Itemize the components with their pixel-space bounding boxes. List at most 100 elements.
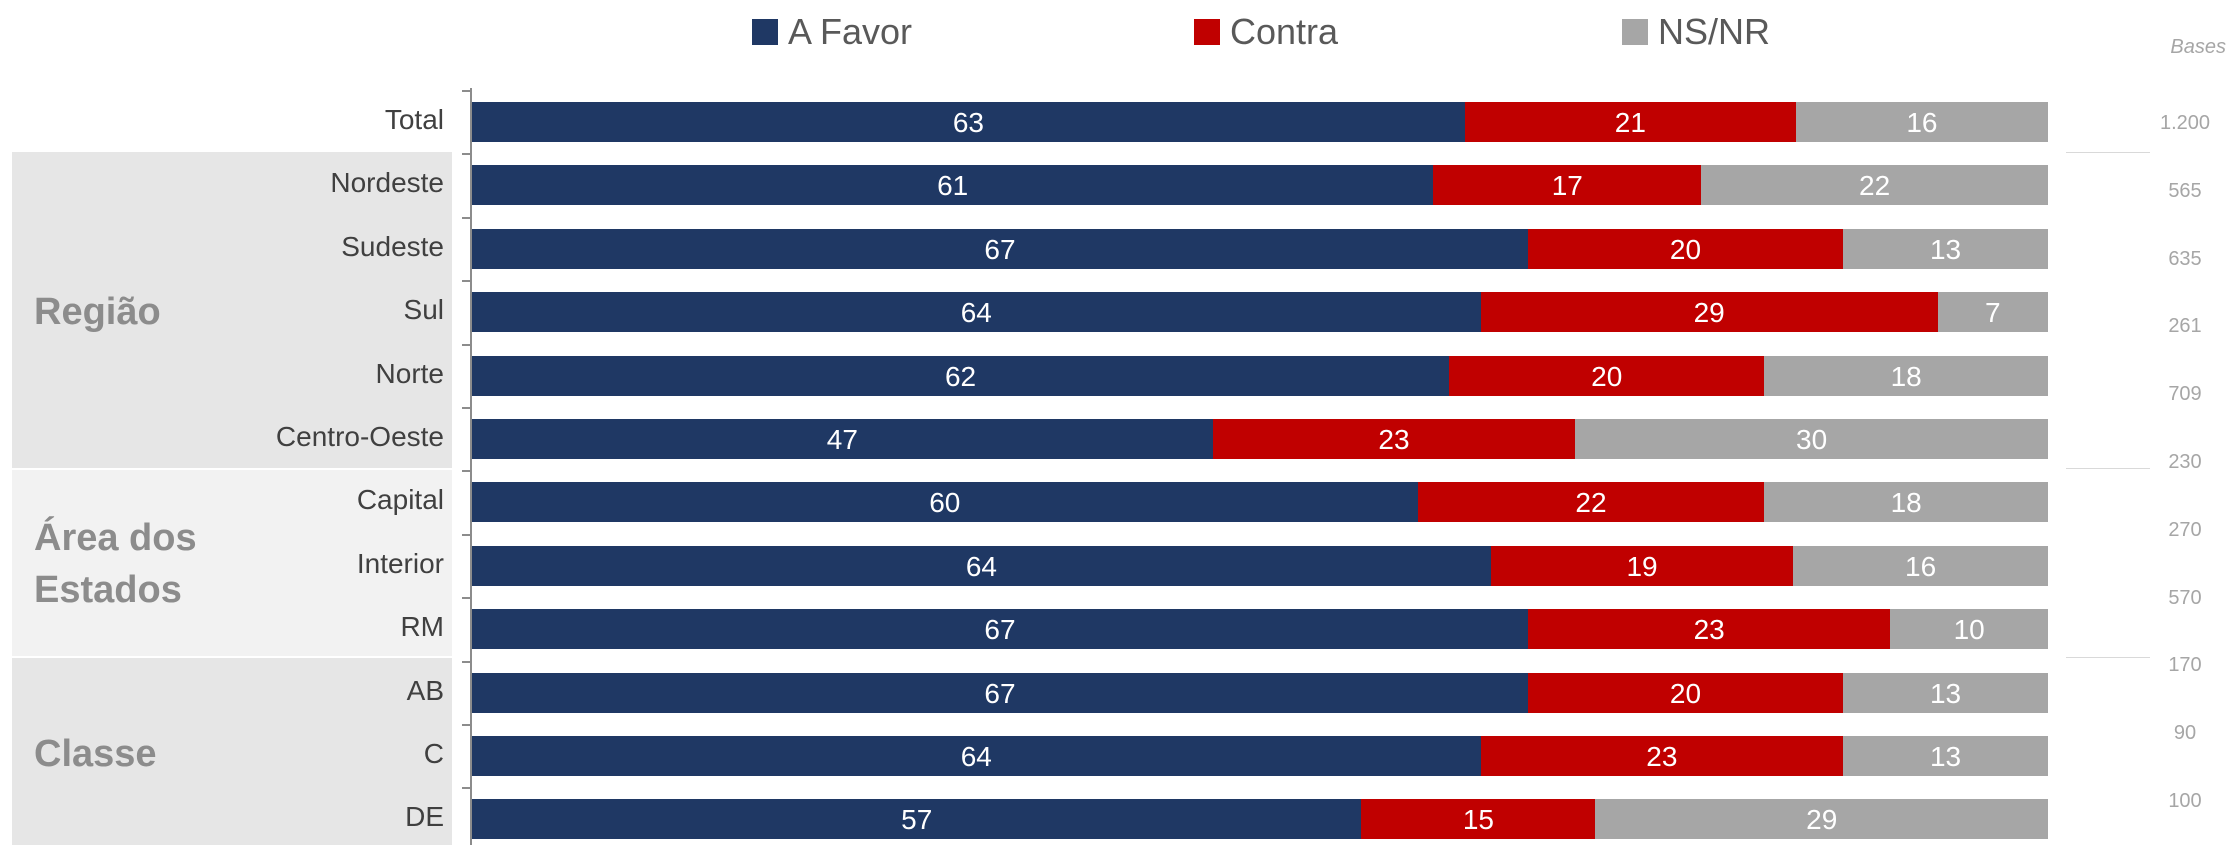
data-label: 19 [1626,550,1658,582]
data-label: 21 [1614,107,1646,138]
bar-segment [472,165,1434,206]
base-value: 90 [2173,722,2197,745]
base-value: 570 [2168,586,2202,609]
bar-segment [1843,228,2048,269]
data-label: 67 [984,614,1016,646]
data-label: 64 [965,550,997,582]
category-label: DE [405,801,444,833]
bar-segment [472,799,1362,840]
bar-segment [472,228,1528,269]
data-label: 23 [1378,424,1410,455]
bar-segment [472,419,1213,459]
bar-segment [1595,799,2048,840]
bar-segment [472,355,1450,396]
base-value: 261 [2168,315,2202,338]
data-label: 23 [1646,741,1678,772]
data-label: 17 [1551,170,1583,202]
bar-segment [472,736,1481,776]
legend-label-a-favor: A Favor [788,11,913,52]
bar-segment [472,102,1465,142]
axis-tick [462,90,472,92]
base-value: 230 [2168,451,2202,473]
axis-tick [462,344,472,346]
axis-tick [462,787,472,789]
base-value: 270 [2168,518,2202,541]
bar-segment [1212,419,1576,459]
category-label: C [423,738,444,769]
base-value: 709 [2168,383,2202,406]
data-label: 10 [1953,614,1985,646]
data-label: 47 [826,424,858,455]
category-label: Sul [403,294,444,326]
data-label: 16 [1906,107,1938,138]
bar-segment [1764,355,2048,396]
category-label: Total [384,104,444,135]
bar-segment [1843,736,2048,776]
axis-tick [462,661,472,663]
legend-swatch-contra [1194,19,1220,45]
data-label: 63 [952,107,985,138]
legend-swatch-nsnr [1622,19,1648,45]
data-label: 61 [937,170,969,202]
axis-tick [462,217,472,219]
data-label: 20 [1669,233,1702,265]
data-label: 22 [1575,487,1607,519]
data-label: 62 [944,360,977,392]
group-panel-area [12,470,452,656]
category-label: Nordeste [330,167,444,199]
base-value: 100 [2168,790,2202,812]
axis-tick [462,280,472,282]
data-label: 20 [1591,360,1623,392]
category-label: AB [406,674,444,706]
bases-separator [2066,657,2150,658]
data-label: 60 [929,487,961,519]
bar-segment [472,672,1528,713]
axis-tick [462,153,472,155]
data-label: 67 [984,677,1016,709]
group-panel-regiao [12,152,452,468]
data-label: 20 [1669,677,1702,709]
data-label: 29 [1693,297,1725,329]
data-label: 13 [1929,677,1962,709]
bar-segment [1527,672,1844,713]
bar-segment [1890,609,2048,650]
base-value: 565 [2168,179,2202,202]
bar-segment [1464,102,1796,142]
legend-swatch-a-favor [752,19,778,45]
bases-separator [2066,152,2150,153]
category-label: RM [400,611,444,643]
legend-item-contra: Contra [1194,10,1338,54]
data-label: 64 [960,741,992,772]
group-panel-classe [12,658,452,845]
bar-segment [1433,165,1702,206]
legend-label-contra: Contra [1230,11,1339,52]
data-label: 23 [1693,614,1725,646]
bar-segment [472,545,1491,586]
data-label: 64 [960,297,992,329]
axis-tick [462,534,472,536]
bar-segment [1490,545,1794,586]
axis-tick [462,597,472,599]
category-label: Capital [356,484,444,516]
category-label: Norte [375,357,444,389]
category-label: Centro-Oeste [275,421,444,452]
group-label-area: Área dos Estados [34,517,197,611]
legend-item-nsnr: NS/NR [1622,10,1770,54]
bar-segment [472,482,1418,523]
bar-segment [1793,545,2048,586]
bar-segment [1843,672,2048,713]
bar-segment [1701,165,2048,206]
bar-segment [1480,736,1844,776]
bar-segment [1480,292,1938,333]
bar-segment [472,609,1528,650]
group-label-regiao: Região [34,291,161,333]
bases-header: Bases [2170,36,2226,58]
bar-segment [472,292,1481,333]
data-label: 7 [1985,297,2001,329]
data-label: 15 [1462,804,1495,836]
data-label: 67 [984,233,1016,265]
legend-label-nsnr: NS/NR [1658,11,1771,52]
bases-separator [2066,468,2150,469]
data-label: 18 [1890,360,1922,392]
axis-tick [462,724,472,726]
